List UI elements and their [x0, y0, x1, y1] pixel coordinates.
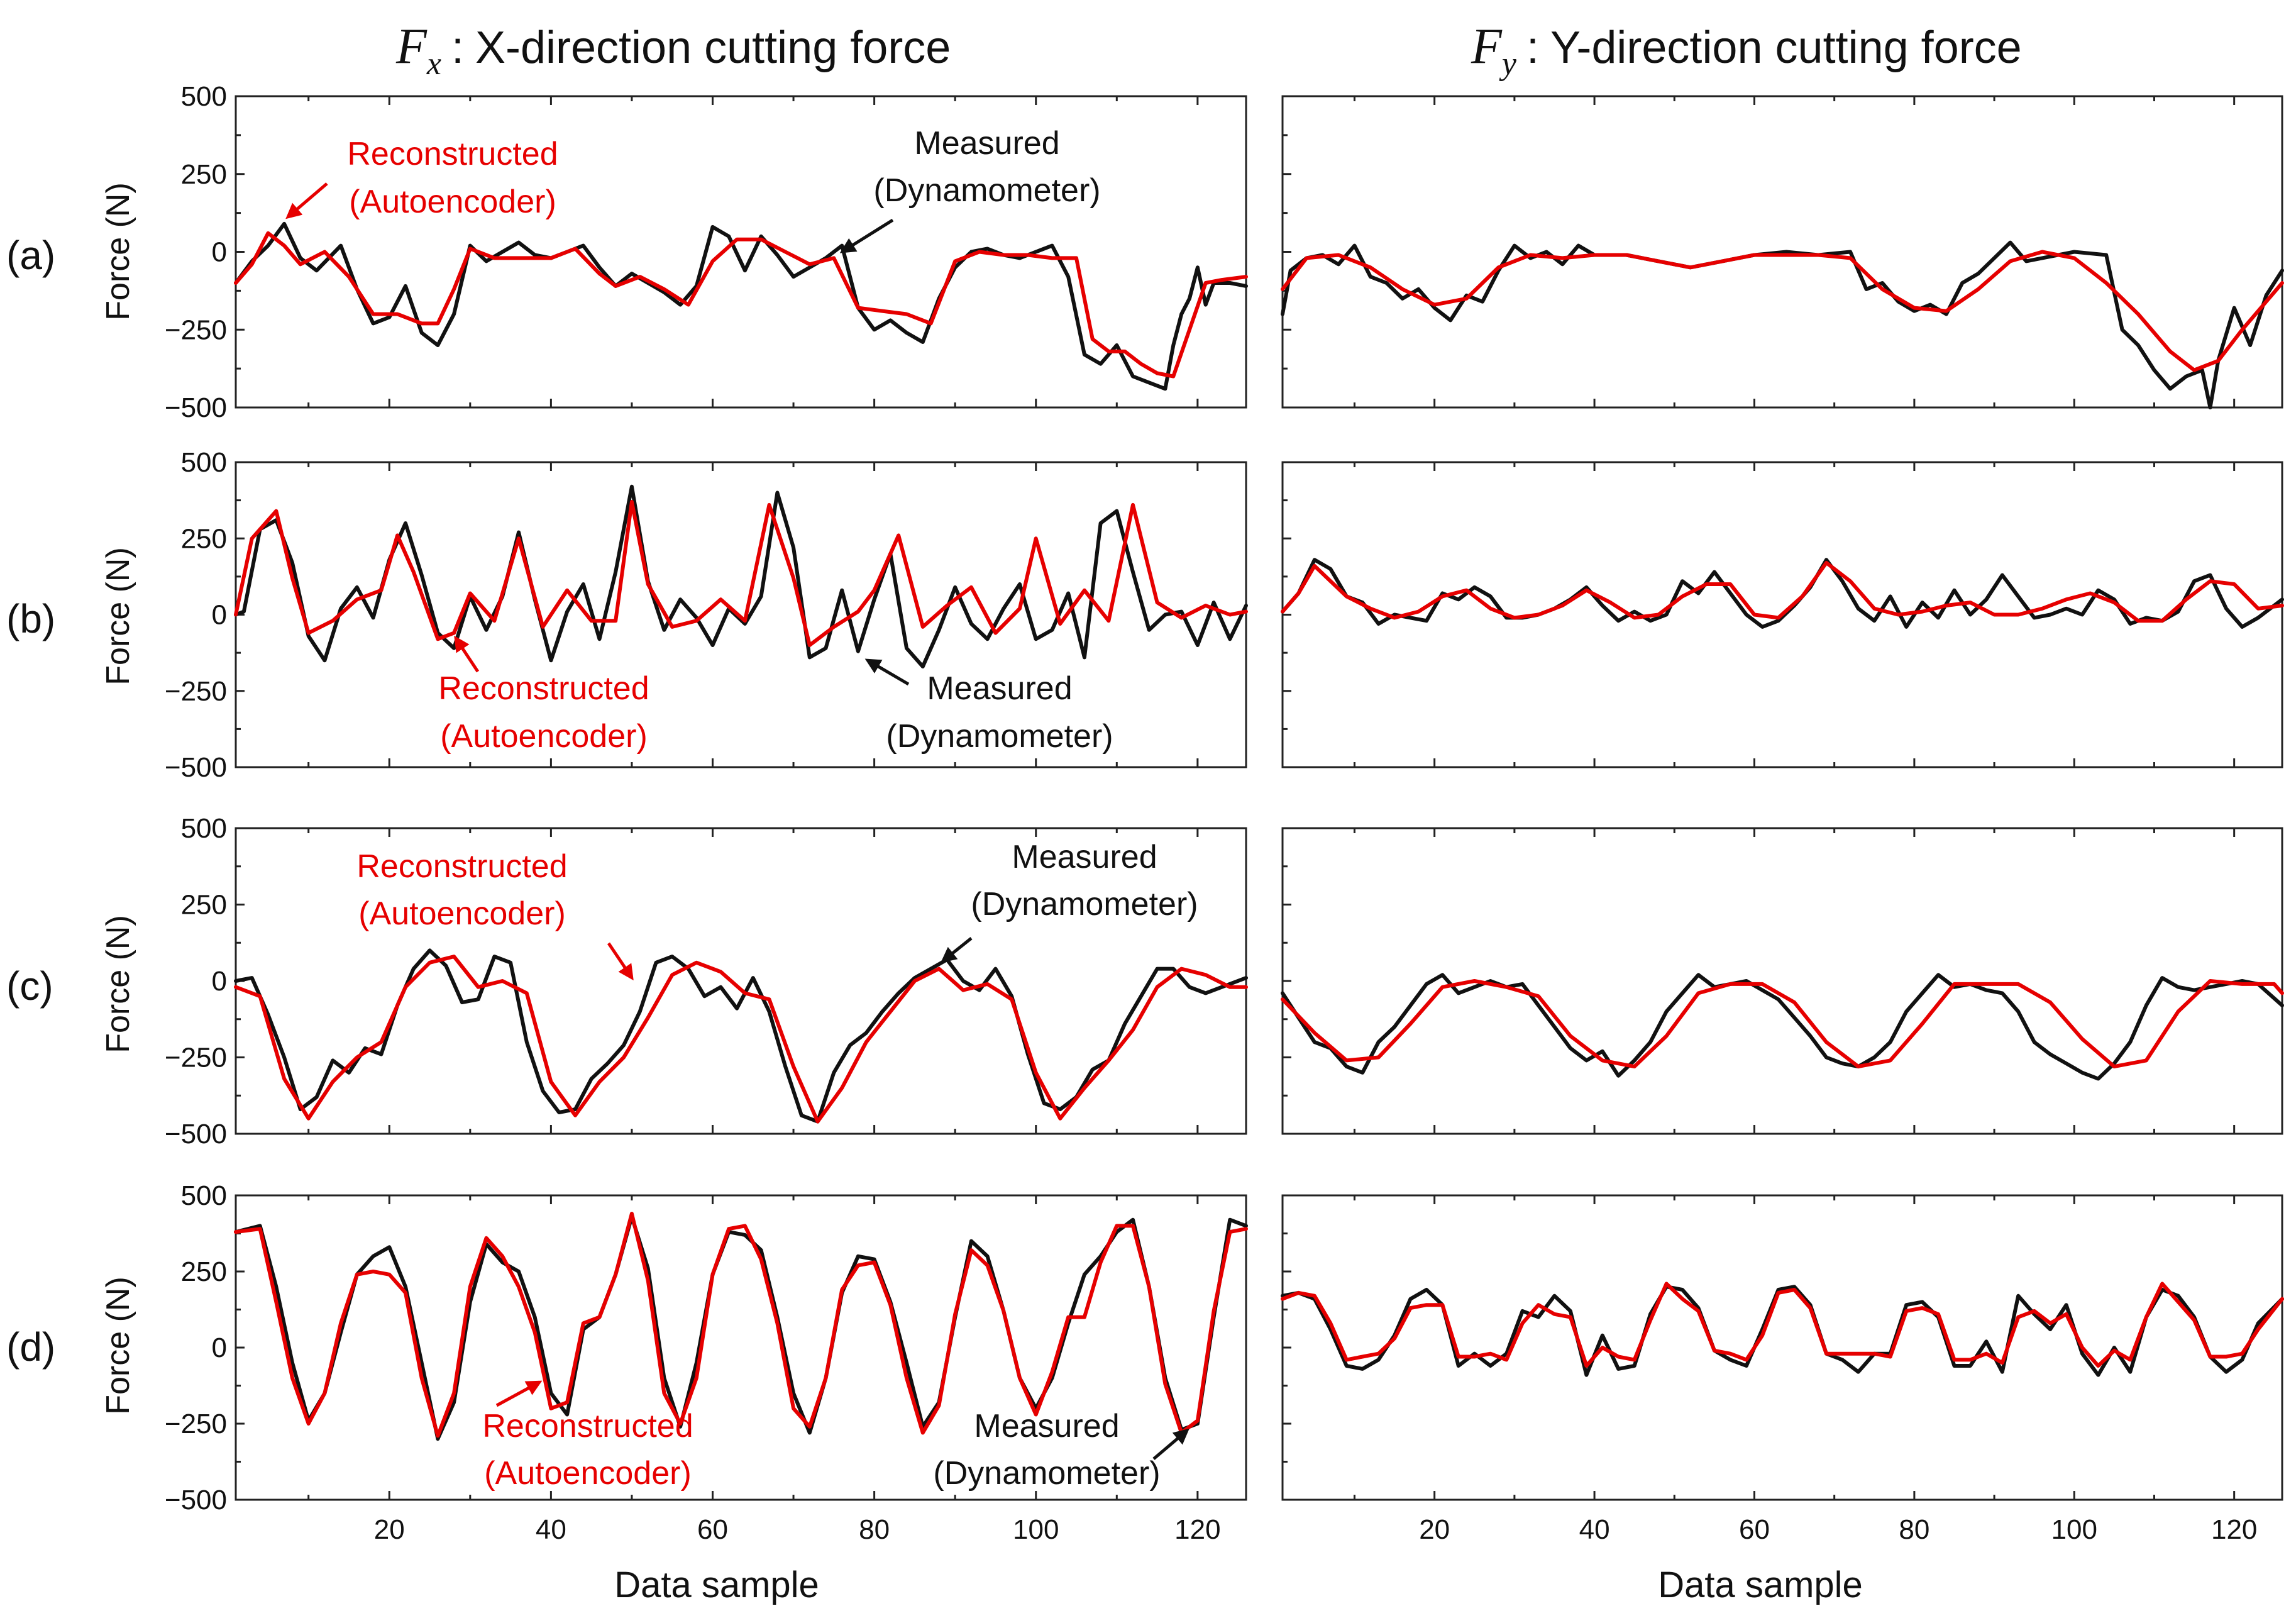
- measured-series-line: [234, 1214, 1248, 1441]
- annot-d-black-arrow: [1152, 1428, 1189, 1460]
- y-tick-label: 0: [212, 600, 227, 631]
- panel-b-x: 500 250 0 −250 −500: [165, 447, 1248, 783]
- reconstructed-series-line: [1281, 1282, 2284, 1368]
- measured-series-line: [1281, 240, 2284, 409]
- ylabel-d: Force (N): [100, 1277, 136, 1415]
- annot-c-reconstructed-2: (Autoencoder): [358, 895, 566, 932]
- panel-d-y: 20 40 60 80 100 120: [1281, 1194, 2284, 1545]
- y-tick-label: −250: [165, 1043, 227, 1073]
- reconstructed-series-line: [234, 1212, 1248, 1438]
- annot-c-black-arrow: [941, 937, 973, 963]
- annot-b-reconstructed-1: Reconstructed: [438, 670, 649, 707]
- ylabel-c: Force (N): [100, 915, 136, 1053]
- panels: 500 250 0 −250 −500 500 250 0 −250 −500 500 250 0 −25…: [165, 81, 2284, 1545]
- measured-series-line: [1281, 1285, 2284, 1377]
- x-tick-label: 120: [1174, 1514, 1220, 1545]
- panel-a-y: [1281, 95, 2284, 409]
- measured-series-line: [234, 484, 1248, 668]
- annot-d-reconstructed-2: (Autoencoder): [484, 1455, 692, 1492]
- annot-b-black-arrow: [864, 658, 910, 686]
- x-tick-label: 40: [536, 1514, 566, 1545]
- annot-d-measured-2: (Dynamometer): [933, 1455, 1160, 1492]
- y-tick-label: −250: [165, 676, 227, 707]
- annot-c-red-arrow: [607, 942, 634, 981]
- y-tick-label: −250: [165, 314, 227, 345]
- x-tick-label: 40: [1579, 1514, 1610, 1545]
- title-left: Fx: X-direction cutting force: [395, 19, 951, 82]
- x-tick-label: 120: [2211, 1514, 2257, 1545]
- reconstructed-series-line: [234, 500, 1248, 647]
- reconstructed-series-line: [234, 231, 1248, 379]
- y-tick-label: 0: [212, 966, 227, 997]
- y-tick-label: −500: [165, 1119, 227, 1149]
- plot-frame: [1281, 1194, 2283, 1501]
- xlabel-right: Data sample: [1658, 1565, 1863, 1605]
- x-tick-label: 20: [1419, 1514, 1450, 1545]
- measured-series-line: [1281, 973, 2284, 1081]
- x-tick-label: 60: [697, 1514, 728, 1545]
- annot-c-measured-2: (Dynamometer): [971, 886, 1198, 922]
- reconstructed-series-line: [1281, 250, 2284, 372]
- title-right: Fy: Y-direction cutting force: [1471, 19, 2022, 82]
- annot-a-reconstructed-1: Reconstructed: [347, 136, 558, 172]
- x-tick-label: 20: [374, 1514, 405, 1545]
- annot-a-red-arrow: [285, 182, 328, 219]
- panel-a-x: 500 250 0 −250 −500: [165, 81, 1248, 423]
- y-tick-label: −250: [165, 1409, 227, 1439]
- measured-series-line: [234, 948, 1248, 1124]
- annot-b-measured-2: (Dynamometer): [886, 718, 1113, 755]
- annot-a-measured-1: Measured: [914, 125, 1059, 162]
- ylabel-a: Force (N): [100, 182, 136, 321]
- annot-a-reconstructed-2: (Autoencoder): [349, 184, 556, 220]
- y-tick-label: 500: [181, 813, 227, 844]
- annot-c-measured-1: Measured: [1012, 839, 1157, 875]
- annot-b-red-arrow: [454, 635, 480, 673]
- y-tick-label: −500: [165, 1485, 227, 1515]
- y-tick-label: 500: [181, 1180, 227, 1211]
- x-tick-label: 80: [1899, 1514, 1929, 1545]
- annot-a-black-arrow: [839, 218, 894, 253]
- x-tick-label: 100: [2051, 1514, 2097, 1545]
- y-tick-label: −500: [165, 392, 227, 423]
- panel-d-x: 500 250 0 −250 −500 20 40 60 80 100 120: [165, 1180, 1248, 1545]
- y-tick-label: 500: [181, 447, 227, 478]
- y-tick-label: −500: [165, 752, 227, 783]
- y-tick-label: 0: [212, 1332, 227, 1363]
- row-label-b: (b): [6, 596, 55, 641]
- y-tick-label: 250: [181, 159, 227, 190]
- measured-series-line: [234, 221, 1248, 391]
- row-label-c: (c): [6, 963, 53, 1009]
- y-tick-label: 250: [181, 523, 227, 554]
- y-tick-label: 500: [181, 81, 227, 112]
- annot-c-reconstructed-1: Reconstructed: [356, 848, 567, 885]
- plot-frame: [235, 1194, 1247, 1501]
- xlabel-left: Data sample: [614, 1565, 819, 1605]
- x-tick-label: 100: [1013, 1514, 1059, 1545]
- row-label-d: (d): [6, 1324, 55, 1370]
- panel-b-y: [1281, 461, 2284, 768]
- annot-b-reconstructed-2: (Autoencoder): [440, 718, 648, 755]
- annot-b-measured-1: Measured: [927, 670, 1072, 707]
- panel-c-x: 500 250 0 −250 −500: [165, 813, 1248, 1149]
- row-label-a: (a): [6, 233, 55, 278]
- ylabel-b: Force (N): [100, 547, 136, 685]
- annot-d-reconstructed-1: Reconstructed: [482, 1408, 693, 1444]
- annot-a-measured-2: (Dynamometer): [873, 172, 1100, 209]
- annot-d-red-arrow: [495, 1380, 543, 1407]
- reconstructed-series-line: [1281, 561, 2284, 623]
- reconstructed-series-line: [234, 955, 1248, 1124]
- y-tick-label: 250: [181, 1256, 227, 1287]
- y-tick-label: 0: [212, 237, 227, 268]
- annot-d-measured-1: Measured: [974, 1408, 1119, 1444]
- y-tick-label: 250: [181, 890, 227, 921]
- x-tick-label: 60: [1739, 1514, 1770, 1545]
- reconstructed-series-line: [1281, 979, 2284, 1069]
- panel-c-y: [1281, 827, 2284, 1135]
- x-tick-label: 80: [859, 1514, 890, 1545]
